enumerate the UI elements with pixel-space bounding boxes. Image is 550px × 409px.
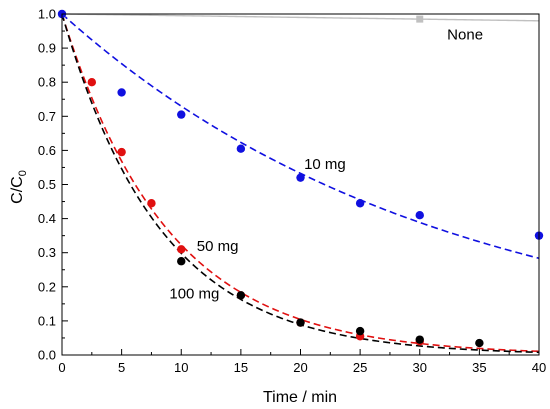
data-point-100-mg xyxy=(415,335,424,344)
y-axis-label-main: C/C xyxy=(9,176,26,204)
x-tick-label: 15 xyxy=(234,360,248,375)
series-label-50-mg: 50 mg xyxy=(197,238,239,255)
x-tick-label: 5 xyxy=(118,360,125,375)
y-tick-label: 0.6 xyxy=(38,143,56,158)
data-point-100-mg xyxy=(236,291,246,300)
data-point-100-mg xyxy=(355,326,365,336)
data-point-10-mg xyxy=(236,144,246,153)
x-tick-label: 40 xyxy=(532,360,546,375)
data-point-10-mg xyxy=(415,210,424,220)
data-point-50-mg xyxy=(117,147,126,157)
y-tick-label: 0.5 xyxy=(38,177,56,192)
x-tick-label: 10 xyxy=(174,360,188,375)
y-tick-label: 0.8 xyxy=(38,75,56,90)
y-tick-label: 0.9 xyxy=(38,41,56,56)
y-tick-label: 1.0 xyxy=(38,7,56,22)
data-point-50-mg xyxy=(177,245,186,254)
fit-curve-100-mg xyxy=(61,13,540,354)
series-label-100-mg: 100 mg xyxy=(169,286,219,303)
fit-curves xyxy=(61,13,540,354)
series-labels: None 10 mg 50 mg 100 mg xyxy=(169,27,483,303)
x-tick-label: 0 xyxy=(58,360,65,375)
data-point-100-mg xyxy=(177,257,186,266)
y-axis-label-subscript: 0 xyxy=(17,170,29,176)
y-tick-label: 0.0 xyxy=(38,348,56,363)
data-point-50-mg xyxy=(147,199,156,208)
y-tick-label: 0.2 xyxy=(38,279,56,294)
data-point-10-mg xyxy=(117,88,126,97)
y-tick-label: 0.1 xyxy=(38,313,56,328)
series-label-none: None xyxy=(447,27,483,44)
fit-curve-50-mg xyxy=(61,13,540,353)
y-tick-label: 0.3 xyxy=(38,245,56,260)
data-point-none xyxy=(416,15,424,23)
y-tick-label: 0.4 xyxy=(38,211,56,226)
x-tick-label: 25 xyxy=(353,360,367,375)
data-point-100-mg xyxy=(475,338,484,348)
data-point-10-mg xyxy=(296,173,305,182)
y-axis-label: C/C0 xyxy=(9,170,29,204)
data-point-10-mg xyxy=(177,110,186,119)
series-label-10-mg: 10 mg xyxy=(304,156,346,173)
data-point-50-mg xyxy=(87,78,97,87)
x-tick-label: 20 xyxy=(293,360,307,375)
plot-frame xyxy=(61,13,540,356)
x-tick-label: 30 xyxy=(413,360,427,375)
y-tick-label: 0.7 xyxy=(38,109,56,124)
fit-curve-none xyxy=(61,13,540,22)
data-point-100-mg xyxy=(296,318,305,327)
x-tick-label: 35 xyxy=(472,360,486,375)
fit-curve-10-mg xyxy=(61,13,540,260)
data-point-10-mg xyxy=(355,199,365,208)
axis-ticks: 0 5 10 15 20 25 30 35 40 0.0 0.1 0.2 0.3 0.4 0.5 0.6 0.7… xyxy=(38,7,546,376)
x-axis-label: Time / min xyxy=(263,389,337,406)
